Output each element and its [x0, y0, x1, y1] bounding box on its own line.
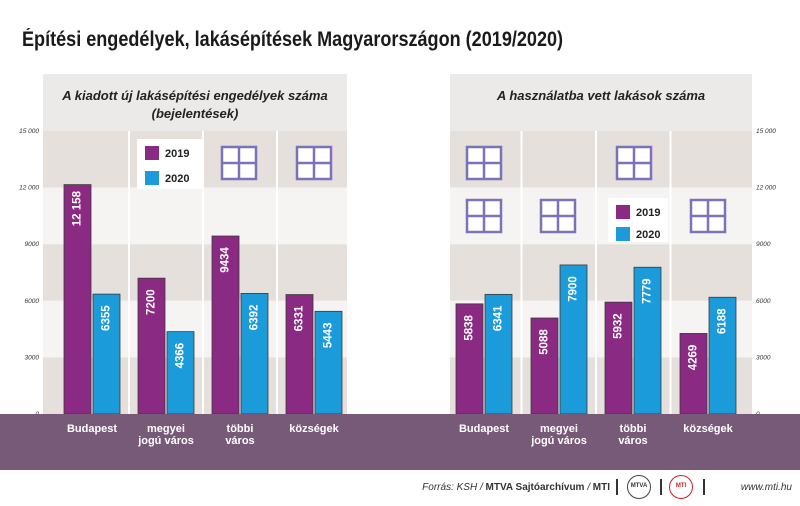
source-credit: Forrás: KSH / MTVA Sajtóarchívum / MTI — [422, 482, 610, 493]
category-label: Budapest — [459, 423, 509, 435]
y-tick-label: 3000 — [25, 354, 40, 361]
category-label: többi — [620, 423, 647, 435]
y-tick-label: 15 000 — [756, 128, 776, 135]
bar-2020 — [484, 293, 513, 415]
legend-swatch — [616, 205, 630, 219]
category-label: Budapest — [67, 423, 117, 435]
y-tick-label: 15 000 — [19, 128, 39, 135]
data-label: 5838 — [464, 314, 476, 340]
source-prefix: Forrás: KSH / — [422, 482, 486, 493]
y-tick-label: 3000 — [756, 354, 771, 361]
legend-label: 2020 — [636, 229, 660, 241]
mti-logo: MTI — [669, 475, 693, 499]
data-label: 7900 — [568, 276, 580, 302]
data-label: 7779 — [642, 278, 654, 304]
legend-swatch — [145, 146, 159, 160]
bar-2020 — [633, 266, 662, 415]
bar-2020 — [240, 293, 269, 415]
footer-divider — [660, 479, 662, 495]
footer-divider — [703, 479, 705, 495]
y-tick-label: 12 000 — [19, 185, 39, 192]
category-label: többi — [227, 423, 254, 435]
data-label: 6355 — [101, 305, 113, 331]
source-agency: MTI — [592, 482, 610, 493]
grid-band — [43, 244, 347, 301]
legend-label: 2019 — [636, 207, 660, 219]
window-icon — [295, 145, 333, 181]
bar-2020 — [314, 310, 343, 415]
bar-2019 — [211, 235, 240, 415]
y-tick-label: 6000 — [756, 298, 771, 305]
data-label: 6392 — [249, 305, 261, 331]
data-label: 5088 — [539, 329, 551, 355]
window-icon — [465, 145, 503, 181]
data-label: 12 158 — [72, 190, 84, 226]
legend-label: 2019 — [165, 148, 189, 160]
bar-2019 — [679, 333, 708, 415]
baseline-band — [0, 414, 800, 470]
source-separator: / — [584, 482, 593, 493]
data-label: 6188 — [717, 308, 729, 334]
data-label: 7200 — [146, 289, 158, 315]
window-icon — [465, 198, 503, 234]
grid-band — [450, 244, 752, 301]
page-title: Építési engedélyek, lakásépítések Magyar… — [22, 28, 564, 51]
category-label: megyei — [147, 423, 185, 435]
panel-header-bg — [450, 74, 752, 131]
data-label: 5932 — [613, 313, 625, 339]
bar-2019 — [455, 303, 484, 415]
window-icon — [615, 145, 653, 181]
category-label: város — [225, 435, 254, 447]
window-icon — [689, 198, 727, 234]
category-label: megyei — [540, 423, 578, 435]
chart-title: A kiadott új lakásépítési engedélyek szá… — [61, 88, 327, 103]
category-label: községek — [683, 423, 733, 435]
y-tick-label: 12 000 — [756, 185, 776, 192]
y-tick-label: 6000 — [25, 298, 40, 305]
data-label: 6341 — [493, 305, 505, 331]
window-icon — [220, 145, 258, 181]
mtva-logo: MTVA — [627, 475, 651, 499]
y-tick-label: 9000 — [756, 241, 771, 248]
grid-band — [43, 187, 347, 245]
chart-title: A használatba vett lakások száma — [496, 88, 705, 103]
category-label: jogú város — [530, 435, 587, 447]
category-label: város — [618, 435, 647, 447]
data-label: 4269 — [688, 345, 700, 371]
data-label: 9434 — [220, 247, 232, 273]
footer-divider — [616, 479, 618, 495]
panel-header-bg — [43, 74, 347, 131]
legend-swatch — [616, 227, 630, 241]
bar-2020 — [559, 264, 588, 415]
data-label: 5443 — [323, 323, 335, 349]
legend-swatch — [145, 171, 159, 185]
bar-2019 — [137, 277, 166, 415]
footer: Forrás: KSH / MTVA Sajtóarchívum / MTI M… — [0, 473, 800, 506]
bar-2020 — [708, 296, 737, 415]
data-label: 4366 — [175, 343, 187, 369]
y-tick-label: 9000 — [25, 241, 40, 248]
bar-2019 — [285, 294, 314, 415]
legend-label: 2020 — [165, 173, 189, 185]
category-label: községek — [289, 423, 339, 435]
bar-2020 — [166, 331, 195, 415]
chart-title: (bejelentések) — [152, 106, 239, 121]
source-archive: MTVA Sajtóarchívum — [485, 482, 585, 493]
website-url: www.mti.hu — [740, 482, 792, 493]
category-label: jogú város — [137, 435, 194, 447]
window-icon — [539, 198, 577, 234]
bar-2020 — [92, 293, 121, 415]
data-label: 6331 — [294, 305, 306, 331]
